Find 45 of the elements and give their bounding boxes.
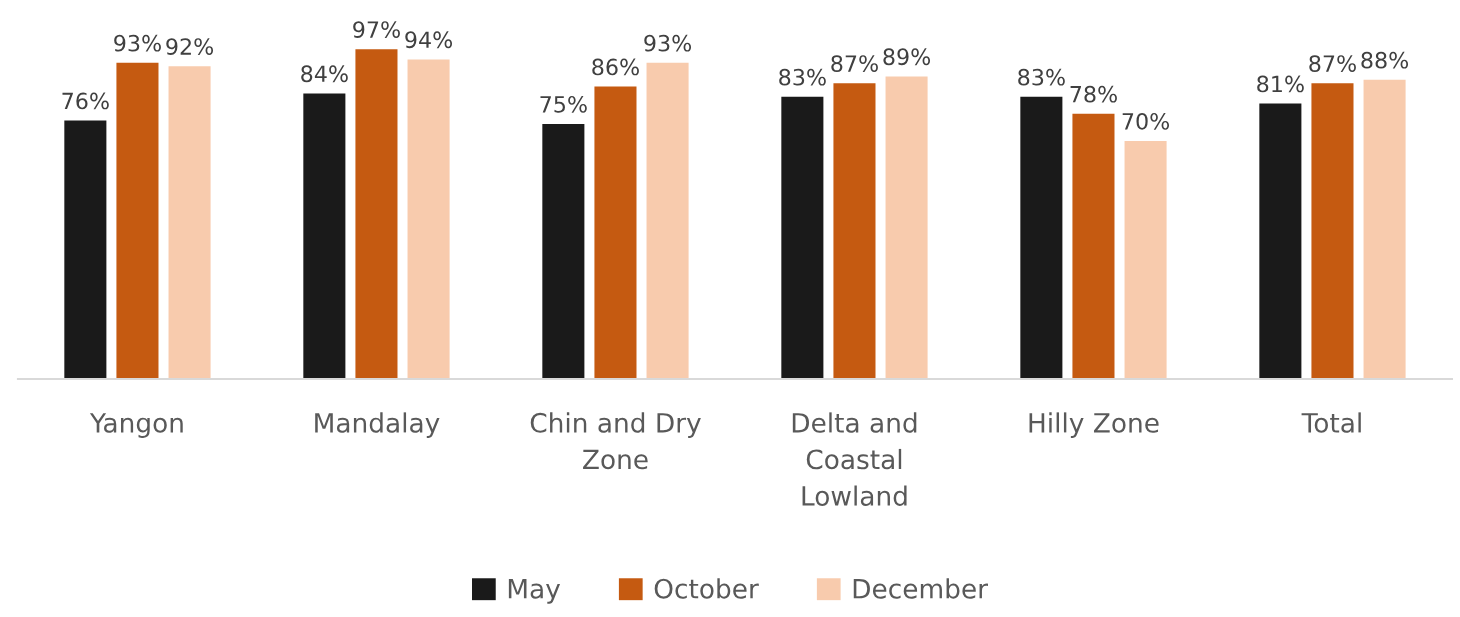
data-label: 78% — [1070, 85, 1117, 103]
data-label: 70% — [1122, 112, 1170, 130]
data-label: 84% — [301, 65, 348, 83]
bar — [885, 76, 928, 380]
data-label: 81% — [1257, 75, 1304, 93]
data-label: 93% — [114, 34, 161, 52]
x-tick-label: Hilly Zone — [1029, 412, 1159, 438]
data-label: 83% — [1018, 68, 1065, 86]
x-tick-label: Yangon — [89, 413, 183, 438]
data-label: 97% — [353, 21, 400, 38]
bar — [355, 49, 398, 380]
legend-label: December — [853, 578, 989, 599]
data-label: 88% — [1361, 51, 1409, 69]
data-label: 87% — [1309, 55, 1356, 72]
data-label: 83% — [779, 68, 826, 86]
bar — [407, 59, 450, 380]
bar — [1020, 96, 1063, 380]
bar — [1124, 141, 1167, 380]
data-label: 87% — [831, 55, 878, 72]
bar — [168, 66, 211, 380]
bar — [646, 62, 689, 380]
legend-label: October — [654, 578, 759, 599]
data-label: 76% — [62, 92, 109, 110]
bar — [1259, 103, 1302, 380]
data-label: 86% — [592, 58, 639, 76]
bar — [116, 62, 159, 380]
x-tick-label: Total — [1301, 412, 1361, 433]
legend-label: May — [508, 579, 561, 604]
data-label: 75% — [540, 95, 587, 113]
bar — [594, 86, 637, 380]
bar — [64, 120, 107, 380]
x-tick-label: Chin and Dry Zone — [530, 412, 701, 470]
bar — [1072, 113, 1115, 380]
data-label: 93% — [644, 34, 692, 52]
data-label: 92% — [166, 38, 214, 55]
bar — [1363, 79, 1406, 380]
bar — [542, 124, 585, 380]
x-tick-label: Delta and Coastal Lowland — [792, 412, 917, 506]
data-label: 89% — [883, 48, 931, 66]
bar — [781, 96, 824, 380]
x-tick-label: Mandalay — [315, 412, 440, 438]
data-label: 94% — [405, 31, 453, 49]
bar — [1311, 83, 1354, 380]
bar — [833, 83, 876, 380]
bar — [303, 93, 346, 380]
